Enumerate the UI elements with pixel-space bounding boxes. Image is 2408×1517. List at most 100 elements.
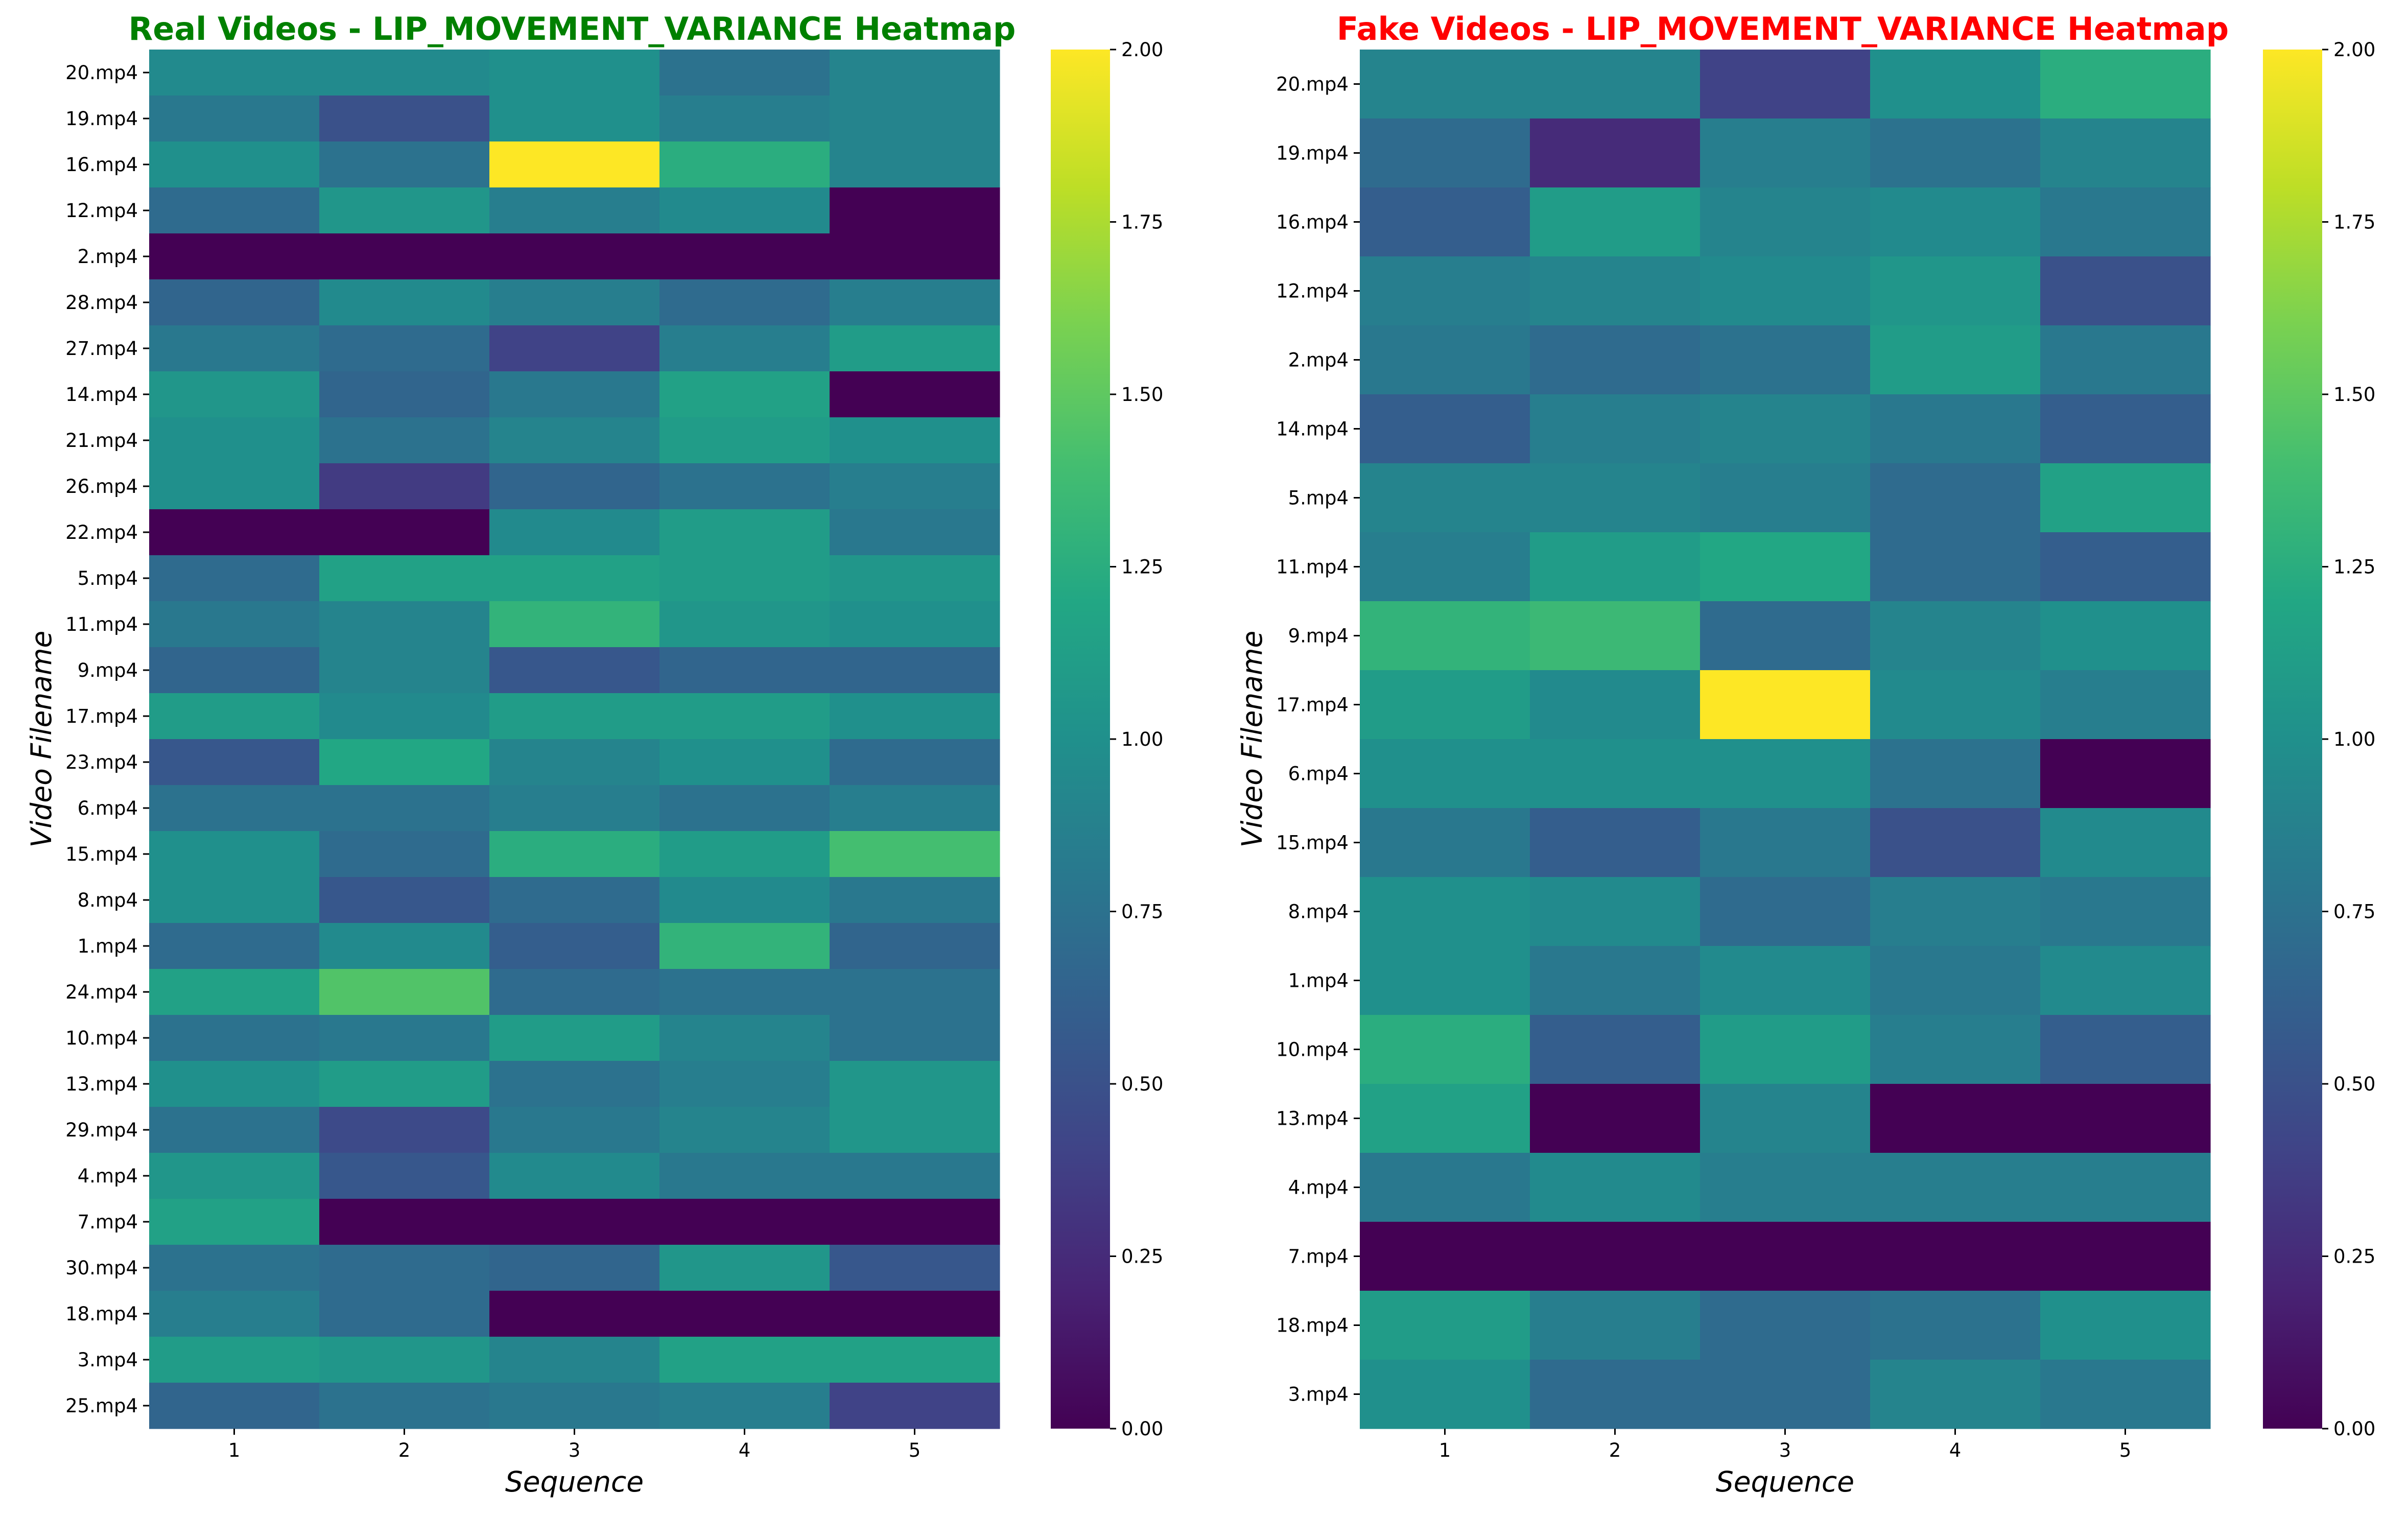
heatmap-cell-7-mp4-seq-5 — [830, 1199, 1000, 1245]
y-tick-label-17-mp4: 17.mp4 — [1276, 694, 1349, 716]
y-tick-label-3-mp4: 3.mp4 — [1288, 1384, 1349, 1406]
heatmap-cell-28-mp4-seq-4 — [659, 279, 830, 326]
heatmap-cell-28-mp4-seq-3 — [489, 279, 660, 326]
heatmap-cell-15-mp4-seq-5 — [2040, 808, 2211, 878]
heatmap-cell-2-mp4-seq-5 — [2040, 325, 2211, 395]
heatmap-cell-4-mp4-seq-4 — [659, 1153, 830, 1199]
heatmap-cell-29-mp4-seq-5 — [830, 1107, 1000, 1153]
y-tick-label-14-mp4: 14.mp4 — [1276, 418, 1349, 440]
heatmap-cell-16-mp4-seq-2 — [1530, 187, 1701, 257]
y-tick-label-27-mp4: 27.mp4 — [65, 338, 138, 360]
y-tick-label-7-mp4: 7.mp4 — [78, 1211, 138, 1233]
heatmap-cell-11-mp4-seq-2 — [319, 601, 490, 648]
heatmap-cell-5-mp4-seq-1 — [1360, 463, 1530, 533]
x-tick-label-4: 4 — [1949, 1439, 1962, 1461]
heatmap-cell-1-mp4-seq-2 — [319, 923, 490, 969]
heatmap-cell-6-mp4-seq-3 — [489, 785, 660, 832]
heatmap-cell-1-mp4-seq-2 — [1530, 946, 1701, 1015]
heatmap-cell-2-mp4-seq-4 — [659, 233, 830, 280]
heatmap-cell-3-mp4-seq-2 — [1530, 1360, 1701, 1429]
colorbar-tick-label-1-50: 1.50 — [1121, 384, 1163, 406]
heatmap-cell-11-mp4-seq-5 — [830, 601, 1000, 648]
heatmap-cell-20-mp4-seq-5 — [2040, 50, 2211, 119]
x-tick-label-5: 5 — [909, 1439, 921, 1461]
y-tick-label-10-mp4: 10.mp4 — [65, 1027, 138, 1049]
heatmap-cell-23-mp4-seq-3 — [489, 739, 660, 786]
heatmap-cell-15-mp4-seq-5 — [830, 831, 1000, 878]
x-tick-label-5: 5 — [2119, 1439, 2132, 1461]
heatmap-cell-1-mp4-seq-5 — [830, 923, 1000, 969]
heatmap-cell-14-mp4-seq-1 — [1360, 394, 1530, 464]
heatmap-cell-13-mp4-seq-1 — [1360, 1084, 1530, 1153]
y-tick-label-4-mp4: 4.mp4 — [1288, 1177, 1349, 1199]
heatmap-cell-10-mp4-seq-4 — [1870, 1015, 2041, 1084]
colorbar-tick-label-0-75: 0.75 — [1121, 901, 1163, 923]
heatmap-cell-7-mp4-seq-3 — [489, 1199, 660, 1245]
heatmap-cell-8-mp4-seq-3 — [1700, 877, 1871, 946]
heatmap-cell-15-mp4-seq-2 — [1530, 808, 1701, 878]
heatmap-cell-13-mp4-seq-5 — [2040, 1084, 2211, 1153]
y-tick-label-1-mp4: 1.mp4 — [1288, 970, 1349, 992]
x-axis-label: Sequence — [1716, 1465, 1854, 1498]
heatmap-cell-4-mp4-seq-2 — [1530, 1153, 1701, 1222]
heatmap-cell-9-mp4-seq-1 — [1360, 601, 1530, 671]
colorbar-tick-label-2-00: 2.00 — [2333, 39, 2375, 61]
heatmap-cell-3-mp4-seq-2 — [319, 1337, 490, 1383]
heatmap-cell-5-mp4-seq-2 — [1530, 463, 1701, 533]
heatmap-cell-3-mp4-seq-1 — [149, 1337, 320, 1383]
heatmap-cell-16-mp4-seq-4 — [1870, 187, 2041, 257]
heatmap-cell-1-mp4-seq-3 — [489, 923, 660, 969]
heatmap-cell-8-mp4-seq-1 — [1360, 877, 1530, 946]
x-tick-label-1: 1 — [1439, 1439, 1451, 1461]
heatmap-cell-28-mp4-seq-2 — [319, 279, 490, 326]
y-axis-label: Video Filename — [25, 631, 58, 848]
heatmap-cell-11-mp4-seq-3 — [489, 601, 660, 648]
y-tick-label-24-mp4: 24.mp4 — [65, 981, 138, 1003]
heatmap-cell-15-mp4-seq-1 — [1360, 808, 1530, 878]
heatmap-cell-6-mp4-seq-5 — [2040, 739, 2211, 809]
y-tick-label-20-mp4: 20.mp4 — [65, 62, 138, 84]
heatmap-cell-9-mp4-seq-2 — [319, 647, 490, 694]
heatmap-cell-25-mp4-seq-4 — [659, 1383, 830, 1429]
heatmap-cell-26-mp4-seq-2 — [319, 463, 490, 510]
heatmap-cell-4-mp4-seq-2 — [319, 1153, 490, 1199]
heatmap-cell-16-mp4-seq-4 — [659, 141, 830, 188]
heatmap-cell-22-mp4-seq-5 — [830, 509, 1000, 556]
heatmap-cell-22-mp4-seq-3 — [489, 509, 660, 556]
heatmap-cell-7-mp4-seq-5 — [2040, 1222, 2211, 1291]
heatmap-cell-10-mp4-seq-2 — [1530, 1015, 1701, 1084]
heatmap-cell-2-mp4-seq-5 — [830, 233, 1000, 280]
heatmap-cell-9-mp4-seq-5 — [2040, 601, 2211, 671]
heatmap-cell-9-mp4-seq-1 — [149, 647, 320, 694]
heatmap-cell-18-mp4-seq-5 — [2040, 1291, 2211, 1360]
heatmap-cell-14-mp4-seq-4 — [1870, 394, 2041, 464]
y-tick-label-7-mp4: 7.mp4 — [1288, 1246, 1349, 1268]
y-tick-label-8-mp4: 8.mp4 — [78, 889, 138, 911]
colorbar-tick-label-1-25: 1.25 — [2333, 556, 2375, 578]
heatmap-cell-18-mp4-seq-1 — [149, 1291, 320, 1337]
heatmap-cell-9-mp4-seq-4 — [659, 647, 830, 694]
heatmap-cell-17-mp4-seq-3 — [1700, 670, 1871, 740]
heatmap-cell-15-mp4-seq-1 — [149, 831, 320, 878]
heatmap-cell-12-mp4-seq-4 — [659, 187, 830, 234]
y-tick-label-4-mp4: 4.mp4 — [78, 1165, 138, 1187]
heatmap-cell-12-mp4-seq-2 — [319, 187, 490, 234]
y-tick-label-6-mp4: 6.mp4 — [1288, 763, 1349, 785]
heatmap-cell-6-mp4-seq-4 — [1870, 739, 2041, 809]
heatmap-cell-24-mp4-seq-3 — [489, 969, 660, 1015]
heatmap-cell-7-mp4-seq-1 — [1360, 1222, 1530, 1291]
heatmap-cell-17-mp4-seq-2 — [1530, 670, 1701, 740]
heatmap-cell-3-mp4-seq-3 — [489, 1337, 660, 1383]
heatmap-cell-22-mp4-seq-2 — [319, 509, 490, 556]
heatmap-cell-2-mp4-seq-4 — [1870, 325, 2041, 395]
heatmap-cell-18-mp4-seq-3 — [1700, 1291, 1871, 1360]
heatmap-cell-4-mp4-seq-5 — [2040, 1153, 2211, 1222]
heatmap-cell-2-mp4-seq-2 — [319, 233, 490, 280]
chart-title: Fake Videos - LIP_MOVEMENT_VARIANCE Heat… — [1337, 10, 2229, 48]
heatmap-cell-2-mp4-seq-3 — [489, 233, 660, 280]
heatmap-cell-3-mp4-seq-1 — [1360, 1360, 1530, 1429]
heatmap-cell-23-mp4-seq-2 — [319, 739, 490, 786]
heatmap-cell-18-mp4-seq-4 — [659, 1291, 830, 1337]
heatmap-cell-6-mp4-seq-1 — [1360, 739, 1530, 809]
